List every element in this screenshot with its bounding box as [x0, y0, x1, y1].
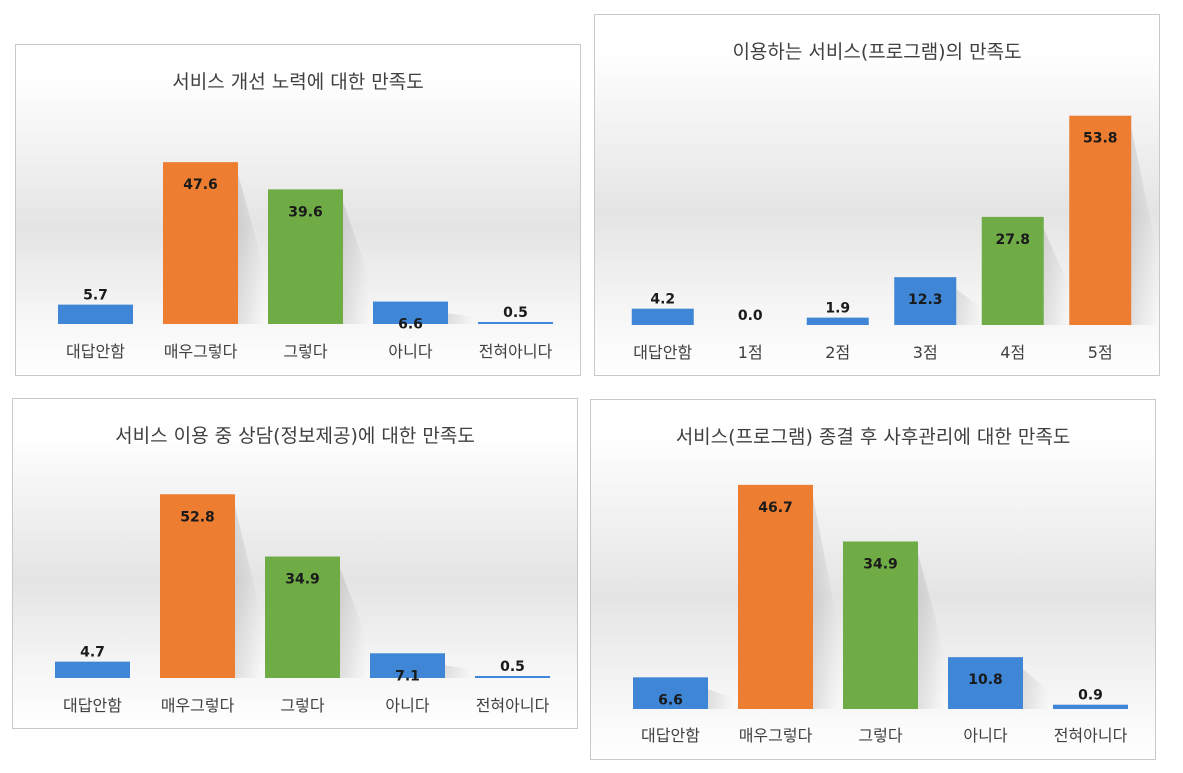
data-label: 27.8	[995, 232, 1030, 248]
bar-shadow	[445, 665, 471, 678]
bar-3	[894, 277, 957, 325]
category-label: 전혀아니다	[476, 696, 550, 715]
category-label: 아니다	[385, 696, 429, 715]
bar-2	[268, 189, 343, 324]
bar-0	[55, 661, 130, 678]
bar-4	[1053, 704, 1128, 709]
bar-0	[58, 304, 133, 324]
data-label: 34.9	[285, 572, 320, 588]
data-label: 34.9	[863, 556, 898, 572]
bar-5	[1069, 115, 1132, 325]
category-label: 대답안함	[63, 696, 122, 715]
bar-shadow	[708, 689, 734, 709]
bar-3	[948, 657, 1023, 709]
chart-panel-counseling-satisfaction: 서비스 이용 중 상담(정보제공)에 대한 만족도 4.7 대답안함 52.8 매우그…	[12, 398, 578, 729]
data-label: 4.2	[650, 292, 675, 308]
data-label: 0.9	[1078, 688, 1103, 704]
data-label: 7.1	[395, 668, 420, 684]
chart-title: 이용하는 서비스(프로그램)의 만족도	[732, 41, 1022, 63]
data-label: 46.7	[758, 500, 793, 516]
data-label: 47.6	[183, 177, 218, 193]
category-label: 아니다	[963, 726, 1007, 745]
category-label: 그렇다	[280, 696, 324, 715]
data-label: 0.5	[500, 659, 525, 675]
bar-shadow	[1043, 228, 1070, 325]
bar-shadow	[1131, 127, 1158, 325]
bar-4	[478, 322, 553, 324]
category-label: 4점	[1000, 343, 1025, 362]
category-label: 5점	[1088, 343, 1113, 362]
data-label: 53.8	[1083, 131, 1118, 147]
category-label: 전혀아니다	[479, 342, 553, 361]
chart-panel-program-satisfaction: 이용하는 서비스(프로그램)의 만족도 4.2 대답안함 0.0 1점 1.9 2점 12.…	[594, 14, 1160, 376]
category-label: 매우그렇다	[161, 696, 235, 715]
bar-4	[475, 676, 550, 678]
category-label: 2점	[825, 343, 850, 362]
data-label: 1.9	[825, 301, 850, 317]
bar-1	[163, 162, 238, 324]
chart-plot: 5.7 대답안함 47.6 매우그렇다 39.6 그렇다 6.6 아니다 0.5 전혀아니다	[58, 162, 553, 361]
bar-2	[806, 317, 869, 325]
data-label: 0.0	[738, 308, 763, 324]
bar-shadow	[343, 201, 369, 324]
category-label: 그렇다	[858, 726, 902, 745]
category-label: 매우그렇다	[739, 726, 813, 745]
category-label: 아니다	[388, 342, 432, 361]
bar-shadow	[956, 289, 983, 325]
data-label: 5.7	[83, 288, 108, 304]
data-label: 12.3	[908, 292, 943, 308]
bar-shadow	[918, 553, 944, 709]
data-label: 4.7	[80, 645, 105, 661]
bar-2	[265, 556, 340, 678]
category-label: 3점	[913, 343, 938, 362]
bar-0	[633, 677, 708, 709]
category-label: 전혀아니다	[1054, 726, 1128, 745]
chart-plot: 6.6 대답안함 46.7 매우그렇다 34.9 그렇다 10.8 아니다 0.9 전혀아니다	[633, 484, 1128, 745]
bar-0	[631, 308, 694, 325]
bar-shadow	[1023, 669, 1049, 709]
category-label: 대답안함	[66, 342, 125, 361]
data-label: 39.6	[288, 204, 323, 220]
chart-title: 서비스 개선 노력에 대한 만족도	[172, 71, 424, 93]
bar-4	[981, 216, 1044, 325]
chart-plot: 4.2 대답안함 0.0 1점 1.9 2점 12.3 3점 27.8 4점 53.8 5점	[631, 115, 1158, 362]
bar-1	[160, 494, 235, 678]
chart-title: 서비스 이용 중 상담(정보제공)에 대한 만족도	[115, 425, 475, 447]
category-label: 그렇다	[283, 342, 327, 361]
category-label: 매우그렇다	[164, 342, 238, 361]
chart-plot: 4.7 대답안함 52.8 매우그렇다 34.9 그렇다 7.1 아니다 0.5 전혀아니다	[55, 494, 550, 715]
bar-shadow	[238, 174, 264, 324]
data-label: 52.8	[180, 509, 215, 525]
category-label: 대답안함	[633, 343, 692, 362]
chart-panel-aftercare-satisfaction: 서비스(프로그램) 종결 후 사후관리에 대한 만족도 6.6 대답안함 46.7 매…	[590, 399, 1156, 760]
category-label: 대답안함	[641, 726, 700, 745]
data-label: 0.5	[503, 305, 528, 321]
data-label: 6.6	[398, 317, 423, 333]
bar-shadow	[813, 496, 839, 709]
bar-3	[373, 301, 448, 324]
bar-shadow	[235, 506, 261, 678]
bar-shadow	[340, 568, 366, 678]
bar-3	[370, 653, 445, 678]
bar-2	[843, 541, 918, 709]
chart-panel-service-improvement: 서비스 개선 노력에 대한 만족도 5.7 대답안함 47.6 매우그렇다 39.6 그렇…	[15, 44, 581, 376]
bar-1	[738, 484, 813, 709]
chart-title: 서비스(프로그램) 종결 후 사후관리에 대한 만족도	[675, 426, 1071, 448]
data-label: 6.6	[658, 692, 683, 708]
category-label: 1점	[738, 343, 763, 362]
data-label: 10.8	[968, 672, 1003, 688]
bar-shadow	[448, 313, 474, 324]
